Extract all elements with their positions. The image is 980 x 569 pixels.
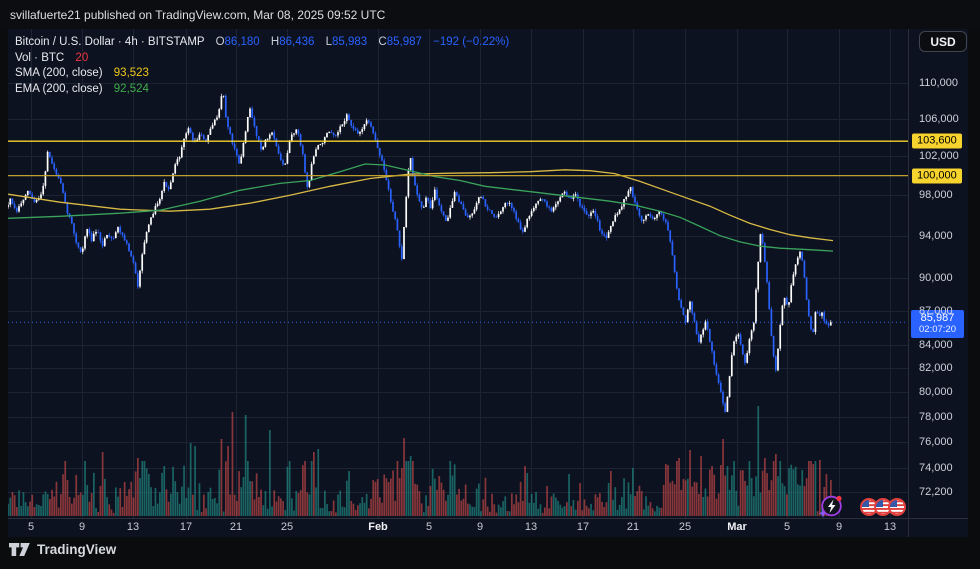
ohlc-close: C85,987 xyxy=(378,36,422,48)
price-axis-label: 87,000 xyxy=(919,305,953,317)
ema-200-line xyxy=(8,163,834,252)
us-flag-3-icon xyxy=(888,498,906,516)
attribution-text: svillafuerte21 published on TradingView.… xyxy=(10,7,386,22)
time-axis[interactable]: 5 9 13 17 21 25 Feb 5 9 13 17 21 25 Mar 5 9 13 xyxy=(8,518,908,537)
currency-toggle-button[interactable]: USD xyxy=(919,31,967,52)
sma-200-line xyxy=(8,169,834,242)
sma-value: 93,523 xyxy=(113,67,149,79)
price-axis-label: 110,000 xyxy=(919,77,958,89)
bolt-ideas-icon[interactable] xyxy=(818,495,842,518)
price-axis-label: 84,000 xyxy=(919,339,953,351)
ema-label[interactable]: EMA (200, close) xyxy=(15,82,103,95)
time-axis-label: 9 xyxy=(835,521,843,533)
symbol-row: Bitcoin / U.S. Dollar · 4h · BITSTAMP O8… xyxy=(15,35,509,51)
time-axis-label: 13 xyxy=(126,521,140,533)
ema-row: EMA (200, close) 92,524 xyxy=(15,82,509,98)
attribution-bar: svillafuerte21 published on TradingView.… xyxy=(0,0,980,29)
volume-value: 20 xyxy=(75,51,89,64)
price-axis-label: 82,000 xyxy=(919,362,953,374)
time-axis-label: 13 xyxy=(883,521,897,533)
volume-label[interactable]: Vol · BTC xyxy=(15,51,65,64)
price-axis-label: 76,000 xyxy=(919,436,953,448)
bar-countdown: 02:07:20 xyxy=(919,324,956,335)
grid-lines xyxy=(8,29,908,518)
time-axis-label: 9 xyxy=(476,521,484,533)
chart-legend: Bitcoin / U.S. Dollar · 4h · BITSTAMP O8… xyxy=(15,35,509,97)
sma-row: SMA (200, close) 93,523 xyxy=(15,66,509,82)
price-axis-label: 72,200 xyxy=(919,486,953,498)
volume-row: Vol · BTC 20 xyxy=(15,51,509,67)
ohlc-open: O86,180 xyxy=(215,36,260,48)
volume-bars xyxy=(8,406,832,516)
time-axis-label: 5 xyxy=(27,521,35,533)
price-axis-label: 106,000 xyxy=(919,113,959,125)
us-flag-1-icon xyxy=(860,498,878,516)
time-axis-label: 17 xyxy=(179,521,193,533)
last-price-badge: 85,987 02:07:20 xyxy=(911,310,964,338)
price-axis-label: 90,000 xyxy=(919,272,953,284)
price-axis-label: 78,000 xyxy=(919,411,953,423)
price-chart-canvas[interactable] xyxy=(8,29,968,537)
price-axis-label: 80,000 xyxy=(919,386,953,398)
time-axis-label: 25 xyxy=(678,521,692,533)
candlesticks xyxy=(8,93,832,413)
price-axis[interactable]: 85,987 02:07:20 110,000 106,000 103,600 102… xyxy=(908,29,968,518)
tradingview-logo-icon xyxy=(9,543,30,556)
price-level-label: 103,600 xyxy=(912,133,962,149)
footer-brand[interactable]: TradingView xyxy=(9,542,116,557)
price-axis-label: 98,000 xyxy=(919,189,953,201)
last-price-value: 85,987 xyxy=(920,312,955,324)
ohlc-low: L85,983 xyxy=(325,36,368,48)
price-change: −192 (−0.22%) xyxy=(433,36,510,48)
ema-value: 92,524 xyxy=(113,82,149,95)
time-axis-label: 9 xyxy=(78,521,86,533)
timeline-event-icons xyxy=(818,492,910,522)
time-axis-label: Mar xyxy=(727,521,747,533)
time-axis-label: 21 xyxy=(229,521,243,533)
symbol-title[interactable]: Bitcoin / U.S. Dollar · 4h · BITSTAMP xyxy=(15,36,205,48)
time-axis-label: 13 xyxy=(524,521,538,533)
price-axis-label: 102,000 xyxy=(919,150,959,162)
price-axis-label: 74,000 xyxy=(919,462,953,474)
time-axis-label: 25 xyxy=(280,521,294,533)
time-axis-label: 21 xyxy=(626,521,640,533)
sma-label[interactable]: SMA (200, close) xyxy=(15,67,103,79)
ohlc-high: H86,436 xyxy=(270,36,315,48)
price-level-label: 100,000 xyxy=(912,168,962,184)
price-axis-label: 94,000 xyxy=(919,230,953,242)
time-axis-label: 5 xyxy=(425,521,433,533)
time-axis-label: 17 xyxy=(576,521,590,533)
time-axis-label: Feb xyxy=(368,521,388,533)
chart-card: Bitcoin / U.S. Dollar · 4h · BITSTAMP O8… xyxy=(8,29,968,537)
us-flag-events-icon[interactable] xyxy=(860,498,906,516)
time-axis-label: 5 xyxy=(783,521,791,533)
brand-name: TradingView xyxy=(37,542,117,557)
